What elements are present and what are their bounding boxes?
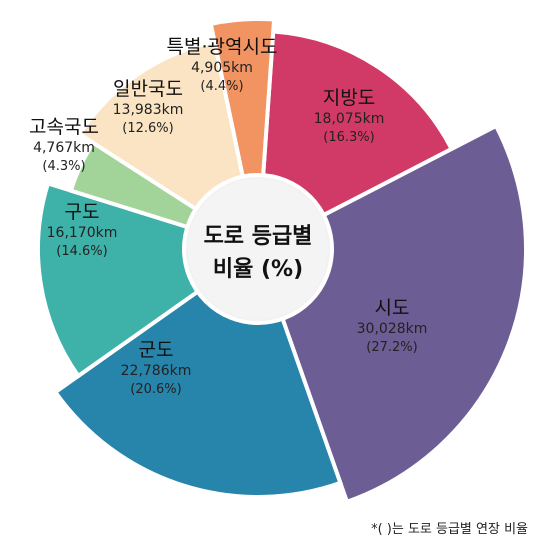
- slice-label-6: 일반국도 13,983km (12.6%): [113, 78, 184, 136]
- slice-name-label: 군도: [139, 339, 174, 361]
- slice-label-4: 구도 16,170km (14.6%): [47, 201, 118, 259]
- slice-name-label: 구도: [65, 201, 100, 223]
- slice-percent-label: (14.6%): [56, 244, 107, 259]
- slice-label-2: 시도 30,028km (27.2%): [357, 297, 428, 355]
- slice-label-7: 특별·광역시도 4,905km (4.4%): [167, 36, 278, 94]
- slice-name-label: 고속국도: [29, 116, 99, 138]
- center-label-line-1: 도로 등급별: [204, 224, 313, 249]
- slice-length-label: 16,170km: [47, 225, 118, 241]
- slice-length-label: 4,905km: [191, 60, 253, 76]
- slice-length-label: 13,983km: [113, 102, 184, 118]
- center-label-line-2: 비율 (%): [213, 257, 303, 282]
- slice-label-1: 지방도 18,075km (16.3%): [314, 87, 385, 145]
- center-circle-group: 도로 등급별 비율 (%): [182, 173, 334, 325]
- slice-labels: 지방도 18,075km (16.3%) 시도 30,028km (27.2%) 군도 22,…: [29, 36, 427, 397]
- slice-name-label: 시도: [375, 297, 410, 319]
- slice-percent-label: (4.4%): [200, 79, 243, 94]
- slice-length-label: 4,767km: [33, 140, 95, 156]
- slice-length-label: 30,028km: [357, 321, 428, 337]
- slice-length-label: 22,786km: [121, 363, 192, 379]
- slice-name-label: 일반국도: [113, 78, 183, 100]
- pie-slices: [36, 17, 528, 505]
- slice-name-label: 지방도: [323, 87, 375, 109]
- slice-label-5: 고속국도 4,767km (4.3%): [29, 116, 99, 174]
- slice-percent-label: (4.3%): [42, 159, 85, 174]
- slice-percent-label: (12.6%): [122, 121, 173, 136]
- slice-name-label: 특별·광역시도: [167, 36, 278, 58]
- slice-percent-label: (16.3%): [323, 130, 374, 145]
- center-circle-inner: [188, 179, 328, 319]
- slice-percent-label: (20.6%): [130, 382, 181, 397]
- slice-length-label: 18,075km: [314, 111, 385, 127]
- slice-percent-label: (27.2%): [366, 340, 417, 355]
- footnote: *( )는 도로 등급별 연장 비율: [371, 522, 528, 537]
- slice-label-3: 군도 22,786km (20.6%): [121, 339, 192, 397]
